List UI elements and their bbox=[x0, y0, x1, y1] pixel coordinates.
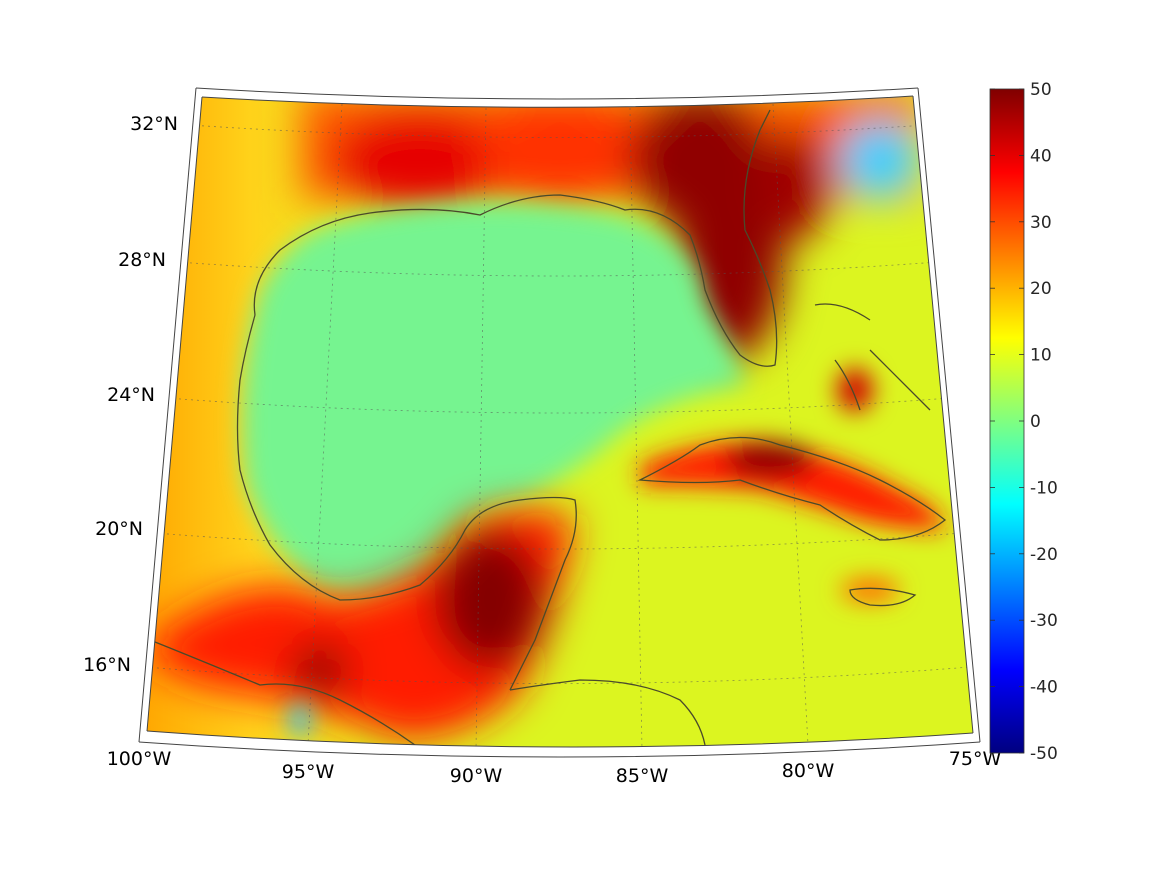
lat-label-20: 20°N bbox=[95, 518, 143, 540]
latitude-labels: 32°N 28°N 24°N 20°N 16°N bbox=[83, 113, 178, 676]
longitude-labels: 100°W 95°W 90°W 85°W 80°W 75°W bbox=[107, 748, 1002, 787]
colorbar-ticks: 50 40 30 20 10 0 -10 -20 -30 -40 -50 bbox=[990, 80, 1058, 764]
colorbar-tick-label: 50 bbox=[1030, 80, 1052, 100]
lat-label-28: 28°N bbox=[118, 249, 166, 271]
colorbar-tick-label: -40 bbox=[1030, 678, 1058, 698]
colorbar-tick-label: -30 bbox=[1030, 611, 1058, 631]
colorbar-tick-label: 30 bbox=[1030, 213, 1052, 233]
map-frame bbox=[138, 87, 981, 758]
lat-label-32: 32°N bbox=[130, 113, 178, 135]
graticule bbox=[147, 103, 971, 748]
colorbar-tick-label: 10 bbox=[1030, 346, 1052, 366]
colorbar-tick-label: 20 bbox=[1030, 279, 1052, 299]
lon-label-100: 100°W bbox=[107, 748, 172, 770]
colorbar-tick-label: 40 bbox=[1030, 146, 1052, 166]
colorbar-tick-label: -50 bbox=[1030, 744, 1058, 764]
colorbar-ramp bbox=[989, 88, 1025, 754]
colorbar-tick-label: -20 bbox=[1030, 545, 1058, 565]
coastlines bbox=[149, 109, 947, 746]
lon-label-90: 90°W bbox=[450, 765, 503, 787]
lon-label-95: 95°W bbox=[282, 761, 335, 783]
lon-label-75: 75°W bbox=[949, 748, 1002, 770]
colorbar-tick-label: 0 bbox=[1030, 412, 1041, 432]
colorbar: 50 40 30 20 10 0 -10 -20 -30 -40 -50 bbox=[989, 80, 1058, 764]
lat-label-24: 24°N bbox=[107, 384, 155, 406]
colorbar-tick-label: -10 bbox=[1030, 478, 1058, 498]
lon-label-85: 85°W bbox=[616, 765, 669, 787]
lon-label-80: 80°W bbox=[782, 760, 835, 782]
map-field bbox=[147, 96, 973, 748]
lat-label-16: 16°N bbox=[83, 654, 131, 676]
